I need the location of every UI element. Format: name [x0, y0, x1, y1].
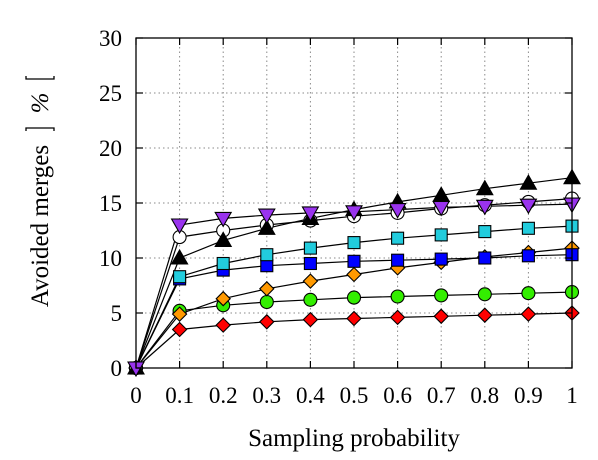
data-point [478, 251, 492, 265]
data-point [519, 174, 538, 190]
data-point [475, 179, 494, 196]
y-axis-unit: % [27, 93, 54, 114]
data-point [391, 231, 405, 245]
data-point [171, 306, 188, 322]
x-tick-label: 1 [566, 383, 578, 408]
x-tick-label: 0.2 [209, 383, 238, 408]
y-axis-title-text: Avoided merges [27, 145, 54, 307]
y-tick-labels: 0 5 10 15 20 25 30 [99, 26, 122, 381]
data-point [432, 200, 451, 217]
series-5 [135, 198, 573, 369]
y-tick-label: 5 [111, 301, 123, 326]
y-tick-label: 10 [99, 246, 122, 271]
data-point [303, 292, 318, 307]
y-tick-label: 15 [99, 191, 122, 216]
y-unit-bracket-left [25, 127, 55, 131]
data-point [259, 281, 275, 297]
data-point [434, 252, 448, 266]
data-point [521, 249, 535, 263]
x-tick-label: 0.1 [165, 383, 194, 408]
series-markers-1 [172, 285, 580, 318]
data-point [257, 219, 276, 235]
data-point [257, 208, 276, 225]
x-tick-label: 0 [130, 383, 142, 408]
x-tick-label: 0.9 [514, 383, 543, 408]
data-point [260, 259, 274, 273]
y-unit-bracket-right [25, 76, 55, 80]
data-point [477, 287, 492, 302]
data-point [260, 248, 274, 262]
data-point [170, 248, 189, 265]
data-point [303, 241, 317, 255]
x-tick-labels: 0 0.1 0.2 0.3 0.4 0.5 0.6 0.7 0.8 0.9 1 [130, 383, 578, 408]
data-point [302, 273, 319, 289]
data-point [303, 256, 317, 271]
data-point [390, 289, 405, 304]
data-point [434, 228, 448, 242]
data-point [434, 288, 449, 303]
y-tick-label: 25 [99, 81, 122, 106]
series-markers-0 [171, 305, 580, 338]
data-point [347, 254, 361, 268]
data-point [478, 225, 492, 239]
data-point [216, 256, 230, 271]
x-tick-label: 0.8 [470, 383, 499, 408]
data-point [347, 236, 361, 250]
data-point [345, 205, 363, 221]
data-point [389, 309, 406, 326]
data-point [171, 321, 188, 338]
data-point [477, 307, 493, 323]
y-tick-label: 20 [99, 136, 122, 161]
data-point [301, 206, 320, 223]
data-point [391, 253, 405, 267]
data-point [214, 211, 233, 228]
data-point [346, 266, 362, 283]
y-tick-label: 30 [99, 26, 122, 51]
x-tick-label: 0.4 [296, 383, 325, 408]
data-point [521, 286, 536, 301]
data-point [173, 270, 187, 284]
series-line [135, 198, 573, 369]
data-point [259, 314, 275, 330]
data-point [259, 294, 274, 310]
data-point [520, 306, 537, 322]
data-point [302, 311, 319, 328]
data-point [433, 308, 449, 325]
data-point [346, 310, 362, 327]
series-layer [127, 168, 581, 378]
data-point [214, 231, 233, 247]
x-tick-label: 0.6 [383, 383, 412, 408]
data-point [521, 221, 535, 235]
y-tick-label: 0 [111, 356, 123, 381]
x-axis-title: Sampling probability [248, 425, 460, 452]
data-point [346, 290, 362, 305]
data-point [475, 199, 494, 216]
series-markers-4 [173, 219, 579, 284]
data-point [519, 198, 538, 215]
data-point [388, 203, 407, 219]
x-tick-label: 0.3 [252, 383, 281, 408]
data-point [215, 290, 231, 307]
x-tick-label: 0.7 [427, 383, 456, 408]
y-axis-title: Avoided merges % [25, 76, 55, 307]
data-point [215, 317, 231, 333]
x-tick-label: 0.5 [340, 383, 369, 408]
data-point [170, 218, 189, 235]
axis-ticks [135, 37, 573, 369]
